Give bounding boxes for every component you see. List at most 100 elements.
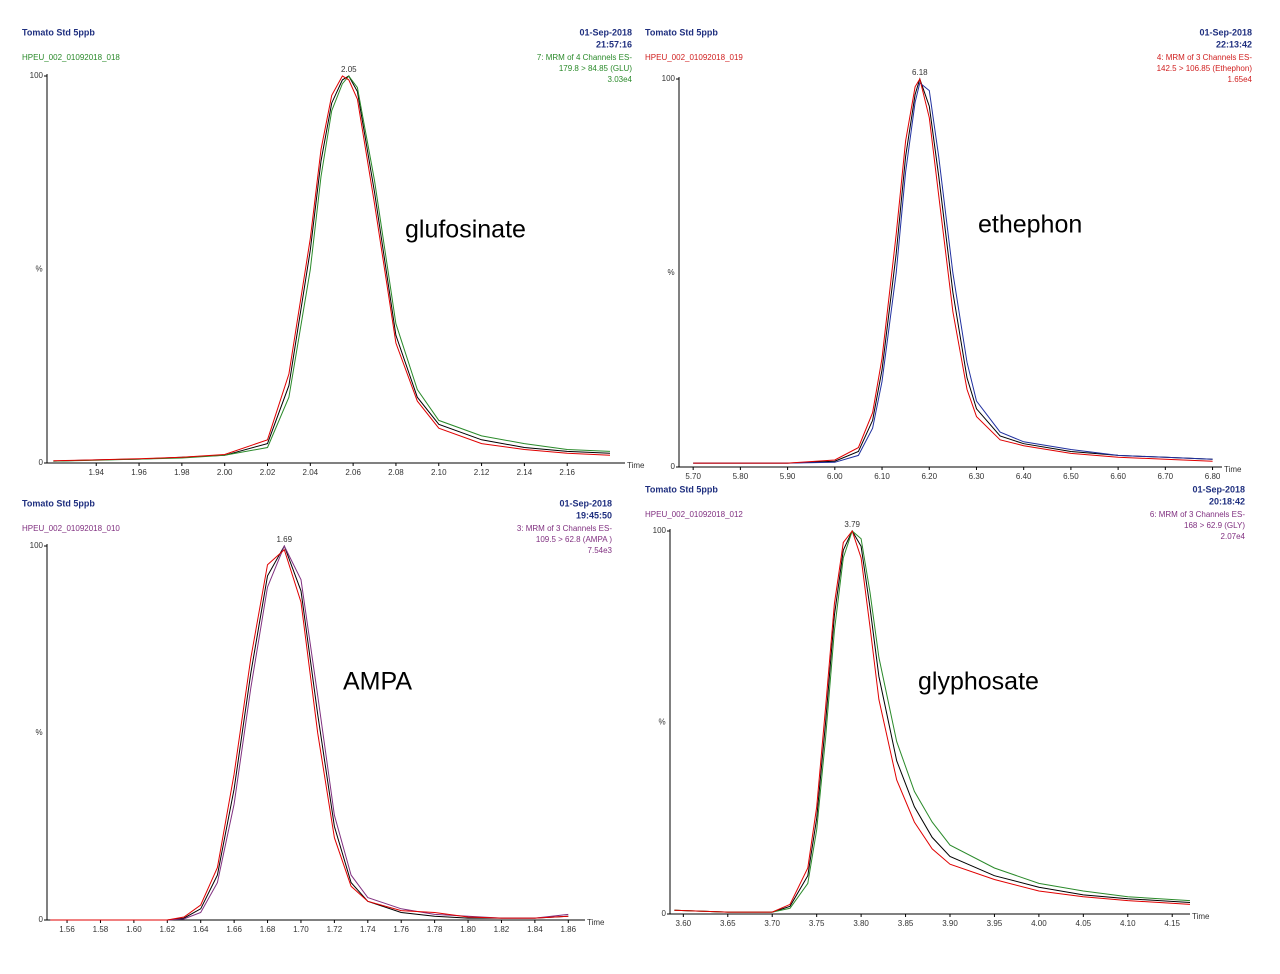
compound-label: glufosinate — [405, 216, 526, 244]
x-tick-label: 5.90 — [780, 472, 796, 481]
x-tick-label: 6.50 — [1063, 472, 1079, 481]
y-tick-label: 100 — [653, 526, 667, 535]
x-axis-label: Time — [627, 461, 645, 470]
title: Tomato Std 5ppb — [22, 27, 95, 37]
y-tick-label: 100 — [30, 541, 44, 550]
x-tick-label: 1.64 — [193, 925, 209, 934]
date: 01-Sep-2018 — [579, 27, 632, 37]
x-tick-label: 1.72 — [327, 925, 343, 934]
x-tick-label: 4.15 — [1164, 919, 1180, 928]
x-tick-label: 6.30 — [969, 472, 985, 481]
channel-info: 1.65e4 — [1228, 75, 1253, 84]
x-tick-label: 1.96 — [131, 468, 147, 477]
trace — [674, 529, 1191, 913]
x-tick-label: 3.90 — [942, 919, 958, 928]
x-tick-label: 3.95 — [987, 919, 1003, 928]
x-tick-label: 4.05 — [1076, 919, 1092, 928]
peak-label: 3.79 — [844, 520, 860, 529]
trace — [53, 75, 611, 462]
time: 20:18:42 — [1209, 496, 1245, 506]
sample-id: HPEU_002_01092018_012 — [645, 510, 743, 519]
x-tick-label: 2.16 — [559, 468, 575, 477]
x-tick-label: 1.98 — [174, 468, 190, 477]
x-tick-label: 1.84 — [527, 925, 543, 934]
x-axis-label: Time — [1192, 912, 1210, 921]
title: Tomato Std 5ppb — [645, 27, 718, 37]
x-tick-label: 6.60 — [1110, 472, 1126, 481]
x-tick-label: 4.00 — [1031, 919, 1047, 928]
x-tick-label: 1.76 — [393, 925, 409, 934]
x-tick-label: 1.80 — [460, 925, 476, 934]
x-tick-label: 3.80 — [853, 919, 869, 928]
x-tick-label: 1.62 — [160, 925, 176, 934]
y-axis-label: % — [35, 265, 42, 274]
x-tick-label: 1.74 — [360, 925, 376, 934]
date: 01-Sep-2018 — [559, 498, 612, 508]
x-tick-label: 1.82 — [494, 925, 510, 934]
y-tick-label: 0 — [39, 915, 44, 924]
x-tick-label: 1.86 — [561, 925, 577, 934]
x-tick-label: 1.60 — [126, 925, 142, 934]
x-tick-label: 6.40 — [1016, 472, 1032, 481]
x-tick-label: 1.56 — [59, 925, 75, 934]
compound-label: glyphosate — [918, 668, 1039, 696]
y-tick-label: 100 — [662, 74, 676, 83]
x-tick-label: 2.12 — [474, 468, 490, 477]
sample-id: HPEU_002_01092018_010 — [22, 524, 120, 533]
channel-info: 109.5 > 62.8 (AMPA ) — [536, 535, 612, 544]
trace — [674, 530, 1191, 913]
trace — [674, 529, 1191, 913]
channel-info: 3: MRM of 3 Channels ES- — [517, 524, 612, 533]
x-tick-label: 6.70 — [1158, 472, 1174, 481]
y-axis-label: % — [658, 718, 665, 727]
peak-label: 1.69 — [276, 535, 292, 544]
x-tick-label: 3.85 — [898, 919, 914, 928]
x-tick-label: 6.10 — [874, 472, 890, 481]
date: 01-Sep-2018 — [1199, 27, 1252, 37]
x-tick-label: 2.00 — [217, 468, 233, 477]
x-tick-label: 6.80 — [1205, 472, 1221, 481]
y-tick-label: 0 — [671, 462, 676, 471]
x-tick-label: 1.94 — [88, 468, 104, 477]
x-tick-label: 5.80 — [733, 472, 749, 481]
channel-info: 7: MRM of 4 Channels ES- — [537, 53, 632, 62]
trace — [693, 77, 1213, 464]
trace — [53, 75, 611, 462]
compound-label: ethephon — [978, 211, 1082, 239]
trace — [53, 75, 611, 462]
time: 22:13:42 — [1216, 39, 1252, 49]
x-tick-label: 1.70 — [293, 925, 309, 934]
channel-info: 168 > 62.9 (GLY) — [1184, 521, 1245, 530]
x-tick-label: 3.65 — [720, 919, 736, 928]
x-axis-label: Time — [587, 918, 605, 927]
channel-info: 7.54e3 — [588, 546, 613, 555]
y-axis-label: % — [667, 268, 674, 277]
channel-info: 6: MRM of 3 Channels ES- — [1150, 510, 1245, 519]
title: Tomato Std 5ppb — [645, 484, 718, 494]
peak-label: 2.05 — [341, 65, 357, 74]
y-tick-label: 0 — [39, 458, 44, 467]
x-axis-label: Time — [1224, 465, 1242, 474]
x-tick-label: 6.20 — [921, 472, 937, 481]
x-tick-label: 2.04 — [303, 468, 319, 477]
x-tick-label: 1.68 — [260, 925, 276, 934]
compound-label: AMPA — [343, 668, 412, 696]
channel-info: 3.03e4 — [608, 75, 633, 84]
x-tick-label: 3.75 — [809, 919, 825, 928]
x-tick-label: 1.58 — [93, 925, 109, 934]
y-tick-label: 0 — [662, 909, 667, 918]
channel-info: 142.5 > 106.85 (Ethephon) — [1157, 64, 1253, 73]
channel-info: 4: MRM of 3 Channels ES- — [1157, 53, 1252, 62]
x-tick-label: 2.10 — [431, 468, 447, 477]
sample-id: HPEU_002_01092018_018 — [22, 53, 120, 62]
trace — [50, 548, 569, 921]
trace — [50, 544, 569, 921]
y-tick-label: 100 — [30, 71, 44, 80]
trace — [50, 544, 569, 921]
y-axis-label: % — [35, 728, 42, 737]
x-tick-label: 5.70 — [685, 472, 701, 481]
trace — [693, 82, 1213, 464]
time: 21:57:16 — [596, 39, 632, 49]
channel-info: 2.07e4 — [1221, 532, 1246, 541]
